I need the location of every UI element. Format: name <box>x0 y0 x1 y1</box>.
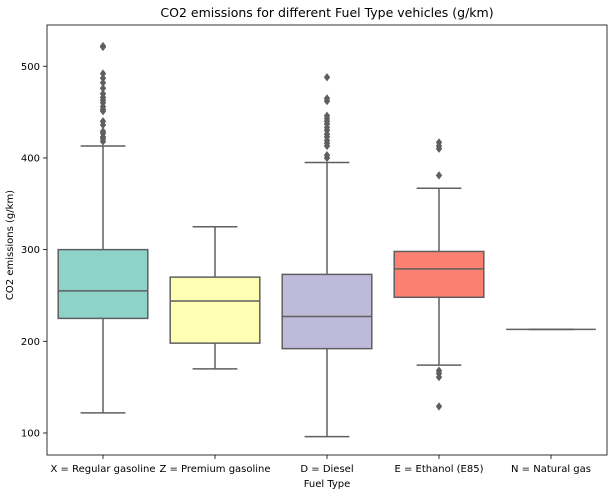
outlier-point <box>435 171 443 180</box>
box-1 <box>57 41 149 414</box>
box-4 <box>393 138 485 411</box>
outlier-point <box>99 127 107 136</box>
y-axis: 100 200 300 400 500 <box>21 62 47 439</box>
outlier-point <box>435 366 443 375</box>
outlier-point <box>323 73 331 82</box>
box-2 <box>169 225 261 370</box>
outlier-point <box>99 84 107 93</box>
x-tick-label: E = Ethanol (E85) <box>394 464 483 475</box>
outlier-point <box>435 402 443 411</box>
chart-title: CO2 emissions for different Fuel Type ve… <box>160 5 493 20</box>
y-tick-label: 100 <box>21 428 40 439</box>
outlier-point <box>435 138 443 147</box>
x-tick-label: X = Regular gasoline <box>51 464 156 475</box>
outlier-point <box>99 89 107 98</box>
x-tick-label: D = Diesel <box>300 464 353 475</box>
x-tick-label: N = Natural gas <box>511 464 591 475</box>
y-tick-label: 500 <box>21 62 40 73</box>
box-body <box>393 250 485 299</box>
plot-area <box>46 24 608 456</box>
y-tick-label: 200 <box>21 337 40 348</box>
outlier-point <box>99 41 107 51</box>
outlier-point <box>99 69 107 78</box>
x-axis-label: Fuel Type <box>304 479 351 490</box>
y-axis-label: CO2 emissions (g/km) <box>5 190 16 300</box>
outlier-point <box>99 78 107 87</box>
box-body <box>169 276 261 344</box>
x-tick-label: Z = Premium gasoline <box>159 464 270 475</box>
outlier-point <box>99 117 107 126</box>
outlier-point <box>99 74 107 83</box>
box-body <box>281 273 373 350</box>
x-axis: X = Regular gasoline Z = Premium gasoline… <box>51 455 591 475</box>
box-3 <box>281 73 373 438</box>
y-tick-label: 400 <box>21 153 40 164</box>
outlier-point <box>323 151 331 160</box>
y-tick-label: 300 <box>21 245 40 256</box>
outlier-point <box>323 111 331 120</box>
outlier-point <box>323 94 331 103</box>
box-body <box>57 248 149 320</box>
